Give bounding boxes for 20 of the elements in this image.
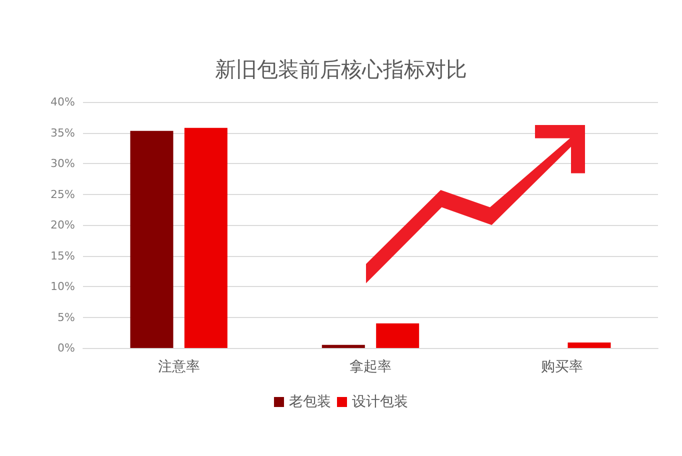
y-tick-label: 35% [50,126,75,140]
y-tick-label: 20% [50,218,75,232]
bar [184,128,228,348]
chart-title: 新旧包装前后核心指标对比 [215,58,467,82]
bar [376,323,420,348]
x-tick-label: 注意率 [158,359,200,375]
y-tick-label: 10% [50,280,75,293]
y-tick-label: 30% [50,157,75,170]
x-tick-label: 拿起率 [350,359,392,375]
legend-label: 设计包装 [352,394,408,410]
bar [130,130,174,348]
y-tick-label: 40% [50,96,75,108]
legend-label: 老包装 [289,394,331,410]
y-tick-label: 15% [50,249,75,262]
x-tick-label: 购买率 [541,359,584,375]
y-tick-label: 0% [58,342,75,354]
bar [568,342,611,348]
y-tick-label: 5% [58,310,75,324]
y-tick-label: 25% [50,188,75,201]
bar [322,344,365,348]
